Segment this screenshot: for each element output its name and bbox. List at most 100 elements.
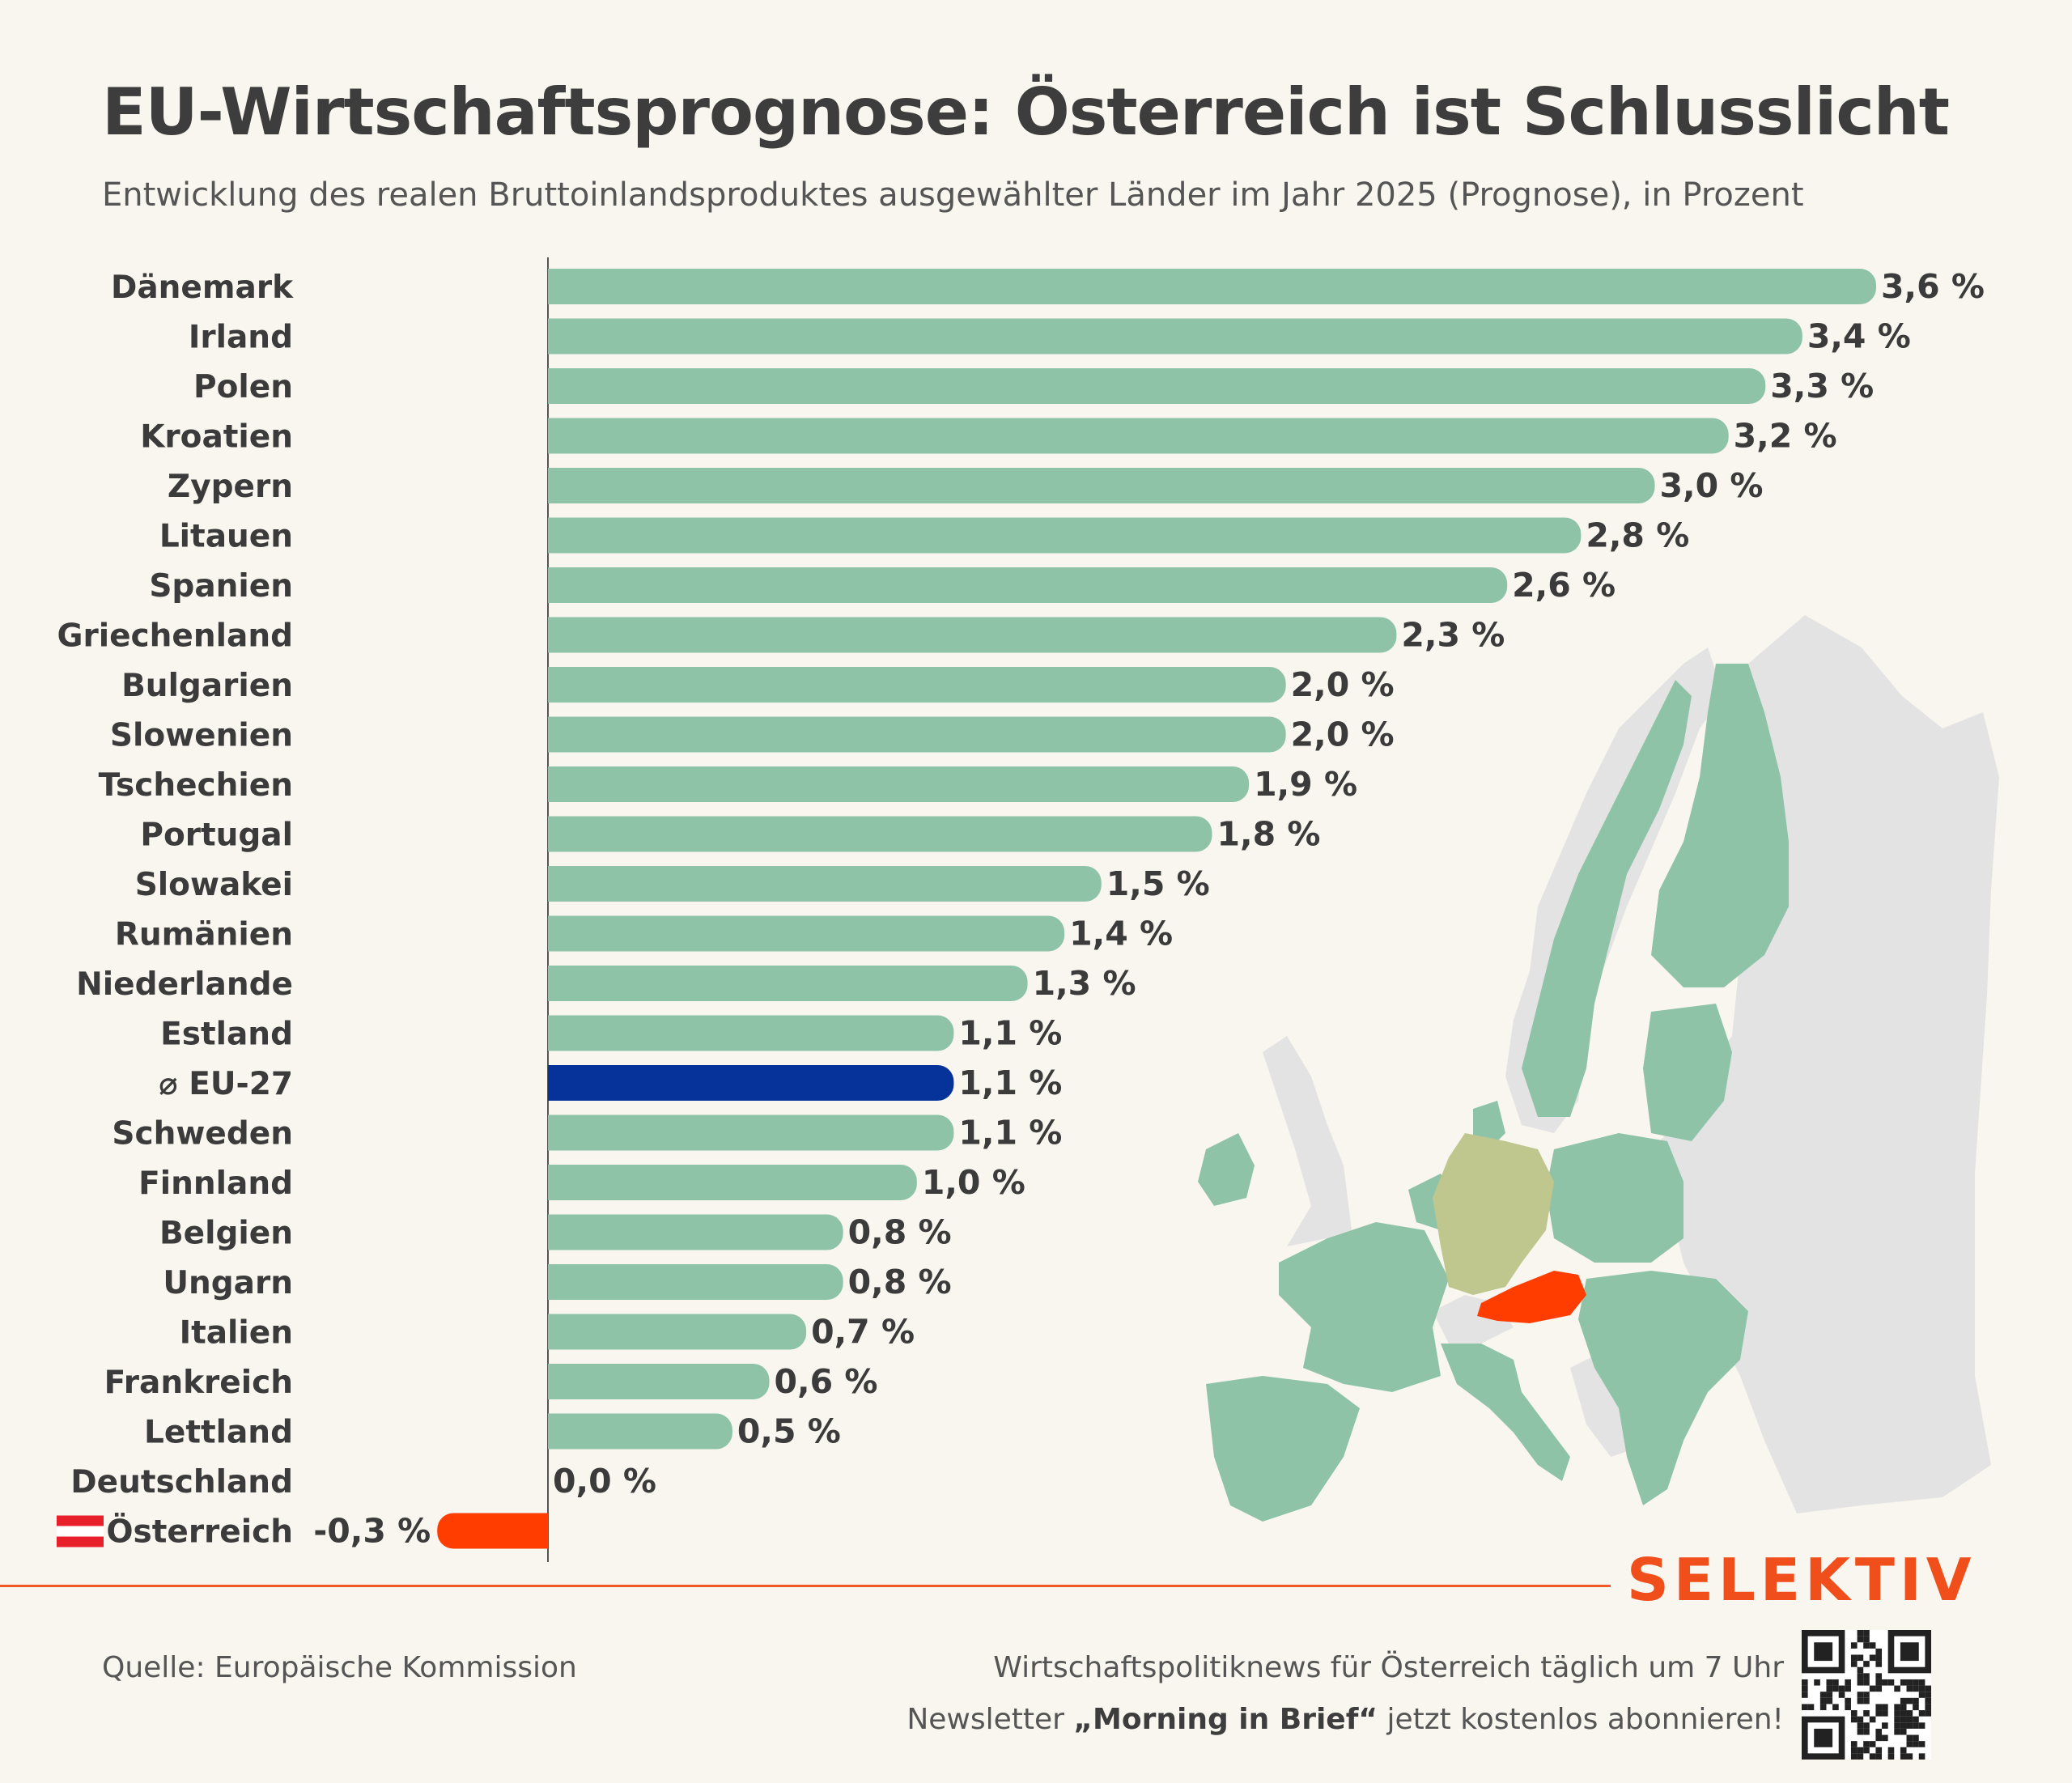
bar-axis-edge <box>548 1165 566 1200</box>
bar-axis-edge <box>548 517 566 554</box>
category-label: Dänemark <box>111 270 294 306</box>
bar-axis-edge <box>548 816 566 852</box>
bar <box>548 567 1508 603</box>
value-label: 0,7 % <box>811 1313 915 1352</box>
category-label: Slowenien <box>110 718 293 754</box>
value-label: 1,5 % <box>1106 864 1210 903</box>
category-label: Bulgarien <box>121 668 293 704</box>
category-label: Tschechien <box>99 767 293 804</box>
bar <box>548 766 1250 802</box>
bar <box>548 617 1397 653</box>
chart-subtitle: Entwicklung des realen Bruttoinlandsprod… <box>102 176 1804 214</box>
category-label: Zypern <box>168 469 293 505</box>
bar-axis-edge <box>548 1364 566 1399</box>
bar-axis-edge <box>548 716 566 753</box>
promo-newsletter-name: „Morning in Brief“ <box>1073 1703 1378 1736</box>
category-label: Estland <box>160 1017 293 1053</box>
bar-axis-edge <box>530 1513 548 1549</box>
category-label: Irland <box>189 320 293 356</box>
category-label: Polen <box>193 369 293 405</box>
bar <box>548 1015 954 1051</box>
bar-axis-edge <box>548 418 566 454</box>
value-label: 2,3 % <box>1401 616 1505 655</box>
bar-axis-edge <box>548 468 566 503</box>
category-label: Italien <box>180 1315 293 1352</box>
category-label: ⌀ EU-27 <box>159 1066 293 1102</box>
promo-line-2: Newsletter „Morning in Brief“ jetzt kost… <box>906 1703 1784 1736</box>
map-germany <box>1433 1133 1554 1295</box>
bar-axis-edge <box>548 269 566 304</box>
map-poland <box>1546 1133 1684 1263</box>
bar <box>548 1364 770 1399</box>
europe-map-illustration <box>1198 615 1999 1522</box>
promo-line-2-after: jetzt kostenlos abonnieren! <box>1378 1703 1784 1736</box>
bar <box>548 269 1876 304</box>
value-label: 2,6 % <box>1512 566 1616 605</box>
value-label: 1,3 % <box>1033 964 1136 1003</box>
value-label: 1,1 % <box>958 1063 1062 1102</box>
value-label: 0,5 % <box>737 1412 841 1451</box>
category-label: Slowakei <box>135 867 293 903</box>
bar <box>548 517 1582 554</box>
category-label: Deutschland <box>70 1464 293 1501</box>
bar <box>548 368 1766 404</box>
bar-axis-edge <box>548 766 566 802</box>
bar <box>548 468 1655 503</box>
value-label: 3,0 % <box>1660 466 1764 505</box>
map-france <box>1279 1222 1449 1392</box>
austria-flag-icon <box>57 1515 104 1547</box>
value-label: 1,1 % <box>958 1014 1062 1053</box>
bar-axis-edge <box>548 1015 566 1051</box>
bar-axis-edge <box>548 617 566 653</box>
value-label: 1,1 % <box>958 1114 1062 1153</box>
map-baltics <box>1643 1004 1732 1141</box>
footer-divider <box>0 1585 1611 1587</box>
promo-line-2-before: Newsletter <box>906 1703 1074 1736</box>
bar-axis-edge <box>548 1214 566 1250</box>
value-label: 0,8 % <box>848 1263 952 1301</box>
value-label: 2,8 % <box>1586 516 1689 555</box>
category-label: Griechenland <box>57 618 293 655</box>
map-sweden <box>1522 680 1692 1117</box>
bar <box>437 1513 548 1549</box>
bar-axis-edge <box>548 318 566 354</box>
bar-axis-edge <box>548 1114 566 1151</box>
value-label: 1,8 % <box>1217 815 1321 854</box>
source-note: Quelle: Europäische Kommission <box>102 1651 577 1684</box>
value-label: 3,2 % <box>1734 417 1837 456</box>
bar <box>548 1165 917 1200</box>
value-label: 3,4 % <box>1807 317 1911 356</box>
category-label: Schweden <box>112 1116 293 1153</box>
qr-code-icon[interactable] <box>1802 1630 1931 1760</box>
bar <box>548 418 1729 454</box>
value-label: 3,3 % <box>1770 367 1874 405</box>
value-label: 2,0 % <box>1291 665 1395 704</box>
bar-axis-edge <box>548 966 566 1001</box>
bar <box>548 1264 843 1300</box>
bar <box>548 667 1286 703</box>
bar-axis-edge <box>548 1065 566 1101</box>
category-label: Spanien <box>149 568 293 605</box>
map-austria <box>1477 1271 1586 1323</box>
category-label: Rumänien <box>115 917 293 953</box>
category-label: Belgien <box>159 1216 293 1252</box>
promo-line-1: Wirtschaftspolitiknews für Österreich tä… <box>993 1651 1784 1684</box>
category-label: Ungarn <box>163 1265 293 1301</box>
brand-logo: SELEKTIV <box>1627 1546 1976 1614</box>
value-label: 1,4 % <box>1069 915 1173 953</box>
value-label: -0,3 % <box>313 1512 431 1551</box>
bar <box>548 1214 843 1250</box>
category-label: Litauen <box>159 519 293 555</box>
bar <box>548 966 1028 1001</box>
bar-axis-edge <box>548 1314 566 1350</box>
bar <box>548 1314 807 1350</box>
bar <box>548 915 1065 952</box>
bar-axis-edge <box>548 1413 566 1450</box>
category-label: Kroatien <box>140 419 293 456</box>
bar-axis-edge <box>548 368 566 404</box>
value-label: 1,9 % <box>1254 765 1357 804</box>
bar <box>548 318 1802 354</box>
bar <box>548 716 1286 753</box>
value-label: 0,0 % <box>553 1462 656 1501</box>
bar-axis-edge <box>548 915 566 952</box>
